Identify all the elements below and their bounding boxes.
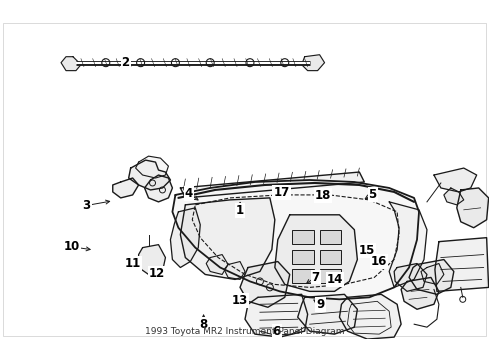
Text: 9: 9 <box>317 298 325 311</box>
Polygon shape <box>401 278 439 309</box>
Polygon shape <box>180 198 275 279</box>
Polygon shape <box>113 178 139 198</box>
Text: 10: 10 <box>64 240 80 253</box>
Text: 17: 17 <box>273 186 290 199</box>
Polygon shape <box>145 175 172 202</box>
Polygon shape <box>206 255 228 274</box>
Polygon shape <box>139 245 166 274</box>
Polygon shape <box>409 260 454 294</box>
FancyBboxPatch shape <box>292 270 314 283</box>
Text: 6: 6 <box>272 325 281 338</box>
Text: 11: 11 <box>125 257 141 270</box>
Polygon shape <box>434 168 477 192</box>
Polygon shape <box>435 238 489 291</box>
FancyBboxPatch shape <box>292 249 314 264</box>
Text: 12: 12 <box>149 267 166 280</box>
Polygon shape <box>444 188 464 205</box>
FancyBboxPatch shape <box>319 249 342 264</box>
Polygon shape <box>171 208 200 267</box>
Polygon shape <box>457 188 489 228</box>
FancyBboxPatch shape <box>292 230 314 244</box>
Polygon shape <box>240 261 290 307</box>
Polygon shape <box>389 202 427 287</box>
Polygon shape <box>129 160 171 190</box>
Polygon shape <box>224 261 245 279</box>
Text: 18: 18 <box>315 189 331 202</box>
Text: 16: 16 <box>371 255 387 267</box>
Text: 4: 4 <box>185 187 193 200</box>
Polygon shape <box>421 264 444 284</box>
Text: 13: 13 <box>232 294 248 307</box>
Polygon shape <box>302 55 324 71</box>
Polygon shape <box>340 294 401 339</box>
Text: 2: 2 <box>122 57 130 69</box>
Polygon shape <box>180 172 365 198</box>
Polygon shape <box>172 180 419 299</box>
Text: 3: 3 <box>83 199 91 212</box>
Polygon shape <box>61 57 81 71</box>
Text: 1993 Toyota MR2 Instrument Panel Diagram: 1993 Toyota MR2 Instrument Panel Diagram <box>145 327 345 336</box>
Polygon shape <box>245 294 308 337</box>
Text: 7: 7 <box>312 271 319 284</box>
Polygon shape <box>298 294 357 334</box>
FancyBboxPatch shape <box>319 270 342 283</box>
Polygon shape <box>275 215 357 291</box>
Text: 14: 14 <box>327 273 343 286</box>
FancyBboxPatch shape <box>319 230 342 244</box>
Polygon shape <box>394 264 427 291</box>
Text: 1: 1 <box>236 204 244 217</box>
Polygon shape <box>136 156 169 178</box>
Text: 5: 5 <box>368 188 377 201</box>
Text: 8: 8 <box>199 318 208 331</box>
Text: 15: 15 <box>359 244 375 257</box>
